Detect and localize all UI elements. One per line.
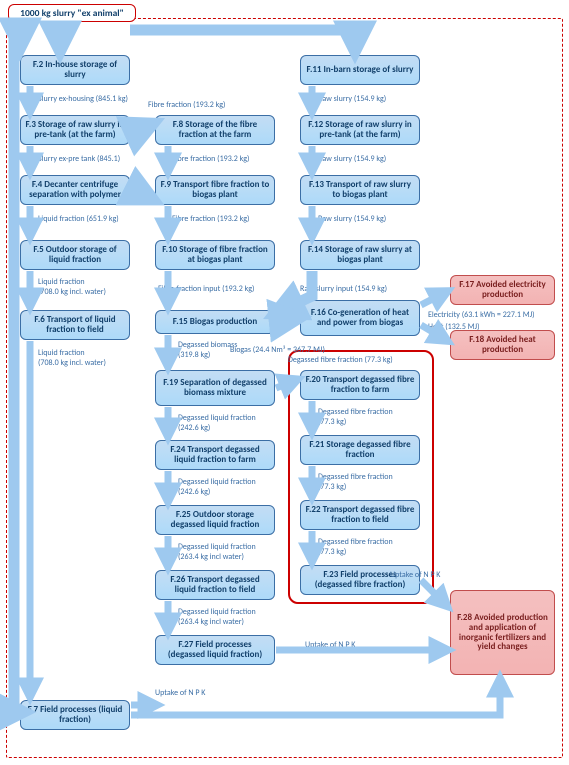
node-f10: F.10 Storage of fibre fraction at biogas… <box>155 240 275 270</box>
lbl-l6: Fibre fraction (193.2 kg) <box>148 100 225 110</box>
lbl-l12: Raw slurry (154.9 kg) <box>318 214 386 224</box>
node-f7: F.7 Field processes (liquid fraction) <box>20 700 130 730</box>
lbl-l25b: (263.4 kg incl water) <box>178 617 244 627</box>
lbl-l23: Degassed liquid fraction <box>178 477 256 487</box>
lbl-l4b: (708.0 kg incl. water) <box>38 287 106 297</box>
lbl-l19b: (77.3 kg) <box>318 417 346 427</box>
node-f28: F.28 Avoided production and application … <box>450 590 555 675</box>
lbl-l20b: (77.3 kg) <box>318 482 346 492</box>
node-f15: F.15 Biogas production <box>155 310 275 334</box>
node-f8: F.8 Storage of the fibre fraction at the… <box>155 115 275 145</box>
lbl-l7: Fibre fraction (193.2 kg) <box>172 154 249 164</box>
node-f12: F.12 Storage of raw slurry in pre-tank (… <box>300 115 420 145</box>
lbl-l11: Raw slurry (154.9 kg) <box>318 154 386 164</box>
lbl-l27: Uptake of N P K <box>305 640 355 650</box>
node-f27: F.27 Field processes (degassed liquid fr… <box>155 635 275 665</box>
flowchart-canvas: 1000 kg slurry "ex animal" F.2 In-house … <box>0 0 569 765</box>
lbl-l21b: (77.3 kg) <box>318 547 346 557</box>
lbl-l3: Liquid fraction (651.9 kg) <box>38 214 119 224</box>
lbl-l5: Liquid fraction <box>38 348 85 358</box>
node-f3: F.3 Storage of raw slurry in pre-tank (a… <box>20 115 130 145</box>
lbl-l14: Biogas (24.4 Nm³ = 367.7 MJ) <box>230 345 325 355</box>
lbl-l15: Electricity (63.1 kWh = 227.1 MJ) <box>428 310 535 320</box>
lbl-l8: Fibre fraction (193.2 kg) <box>172 214 249 224</box>
node-f14: F.14 Storage of raw slurry at biogas pla… <box>300 240 420 270</box>
lbl-l1: Slurry ex-housing (845.1 kg) <box>38 94 128 104</box>
lbl-l21: Degassed fibre fraction <box>318 537 393 547</box>
lbl-l5b: (708.0 kg incl. water) <box>38 358 106 368</box>
node-f5: F.5 Outdoor storage of liquid fraction <box>20 240 130 270</box>
lbl-l28: Uptake of N P K <box>155 688 205 698</box>
lbl-l25: Degassed liquid fraction <box>178 607 256 617</box>
lbl-l17: Degassed biomass <box>178 340 237 350</box>
lbl-l20: Degassed fibre fraction <box>318 472 393 482</box>
lbl-l10: Raw slurry (154.9 kg) <box>318 94 386 104</box>
node-f26: F.26 Transport degassed liquid fraction … <box>155 570 275 600</box>
lbl-l9: Fibre fraction input (193.2 kg) <box>158 284 254 294</box>
lbl-l26: Uptake of N P K <box>390 570 440 580</box>
node-f19: F.19 Separation of degassed biomass mixt… <box>155 370 275 406</box>
lbl-l18: Degassed fibre fraction (77.3 kg) <box>288 355 393 365</box>
node-f2: F.2 In-house storage of slurry <box>20 55 130 85</box>
start-node: 1000 kg slurry "ex animal" <box>8 4 136 22</box>
lbl-l16: Heat (132.5 MJ) <box>428 322 480 332</box>
lbl-l13: Raw slurry input (154.9 kg) <box>300 284 387 294</box>
node-f13: F.13 Transport of raw slurry to biogas p… <box>300 175 420 205</box>
lbl-l24: Degassed liquid fraction <box>178 542 256 552</box>
lbl-l19: Degassed fibre fraction <box>318 407 393 417</box>
lbl-l22b: (242.6 kg) <box>178 423 210 433</box>
lbl-l24b: (263.4 kg incl water) <box>178 552 244 562</box>
node-f4: F.4 Decanter centrifuge separation with … <box>20 175 130 205</box>
lbl-l22: Degassed liquid fraction <box>178 413 256 423</box>
node-f17: F.17 Avoided electricity production <box>450 275 555 305</box>
node-f9: F.9 Transport fibre fraction to biogas p… <box>155 175 275 205</box>
lbl-l17b: (319.8 kg) <box>178 350 210 360</box>
node-f25: F.25 Outdoor storage degassed liquid fra… <box>155 505 275 535</box>
lbl-l2: Slurry ex-pre tank (845.1) <box>38 154 120 164</box>
node-f6: F.6 Transport of liquid fraction to fiel… <box>20 310 130 340</box>
lbl-l4: Liquid fraction <box>38 277 85 287</box>
node-f11: F.11 In-barn storage of slurry <box>300 55 420 85</box>
lbl-l23b: (242.6 kg) <box>178 487 210 497</box>
node-f24: F.24 Transport degassed liquid fraction … <box>155 440 275 470</box>
node-f16: F.16 Co-generation of heat and power fro… <box>300 300 420 336</box>
node-f18: F.18 Avoided heat production <box>450 330 555 360</box>
